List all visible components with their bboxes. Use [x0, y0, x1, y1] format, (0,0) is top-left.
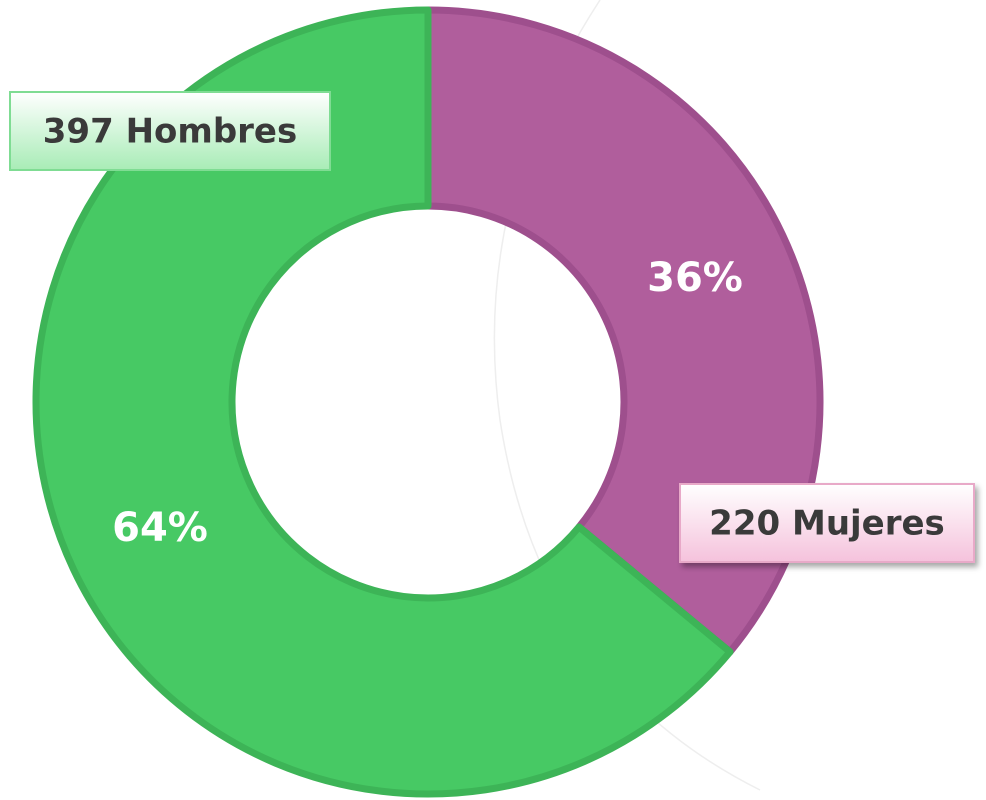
donut-slice	[32, 6, 734, 798]
callout-label: 397 Hombres	[43, 112, 297, 152]
percent-label: 36%	[647, 255, 743, 301]
callout-box	[679, 483, 975, 563]
callout-box	[9, 91, 331, 171]
percent-label: 64%	[112, 505, 208, 551]
callout-label: 220 Mujeres	[709, 504, 945, 544]
